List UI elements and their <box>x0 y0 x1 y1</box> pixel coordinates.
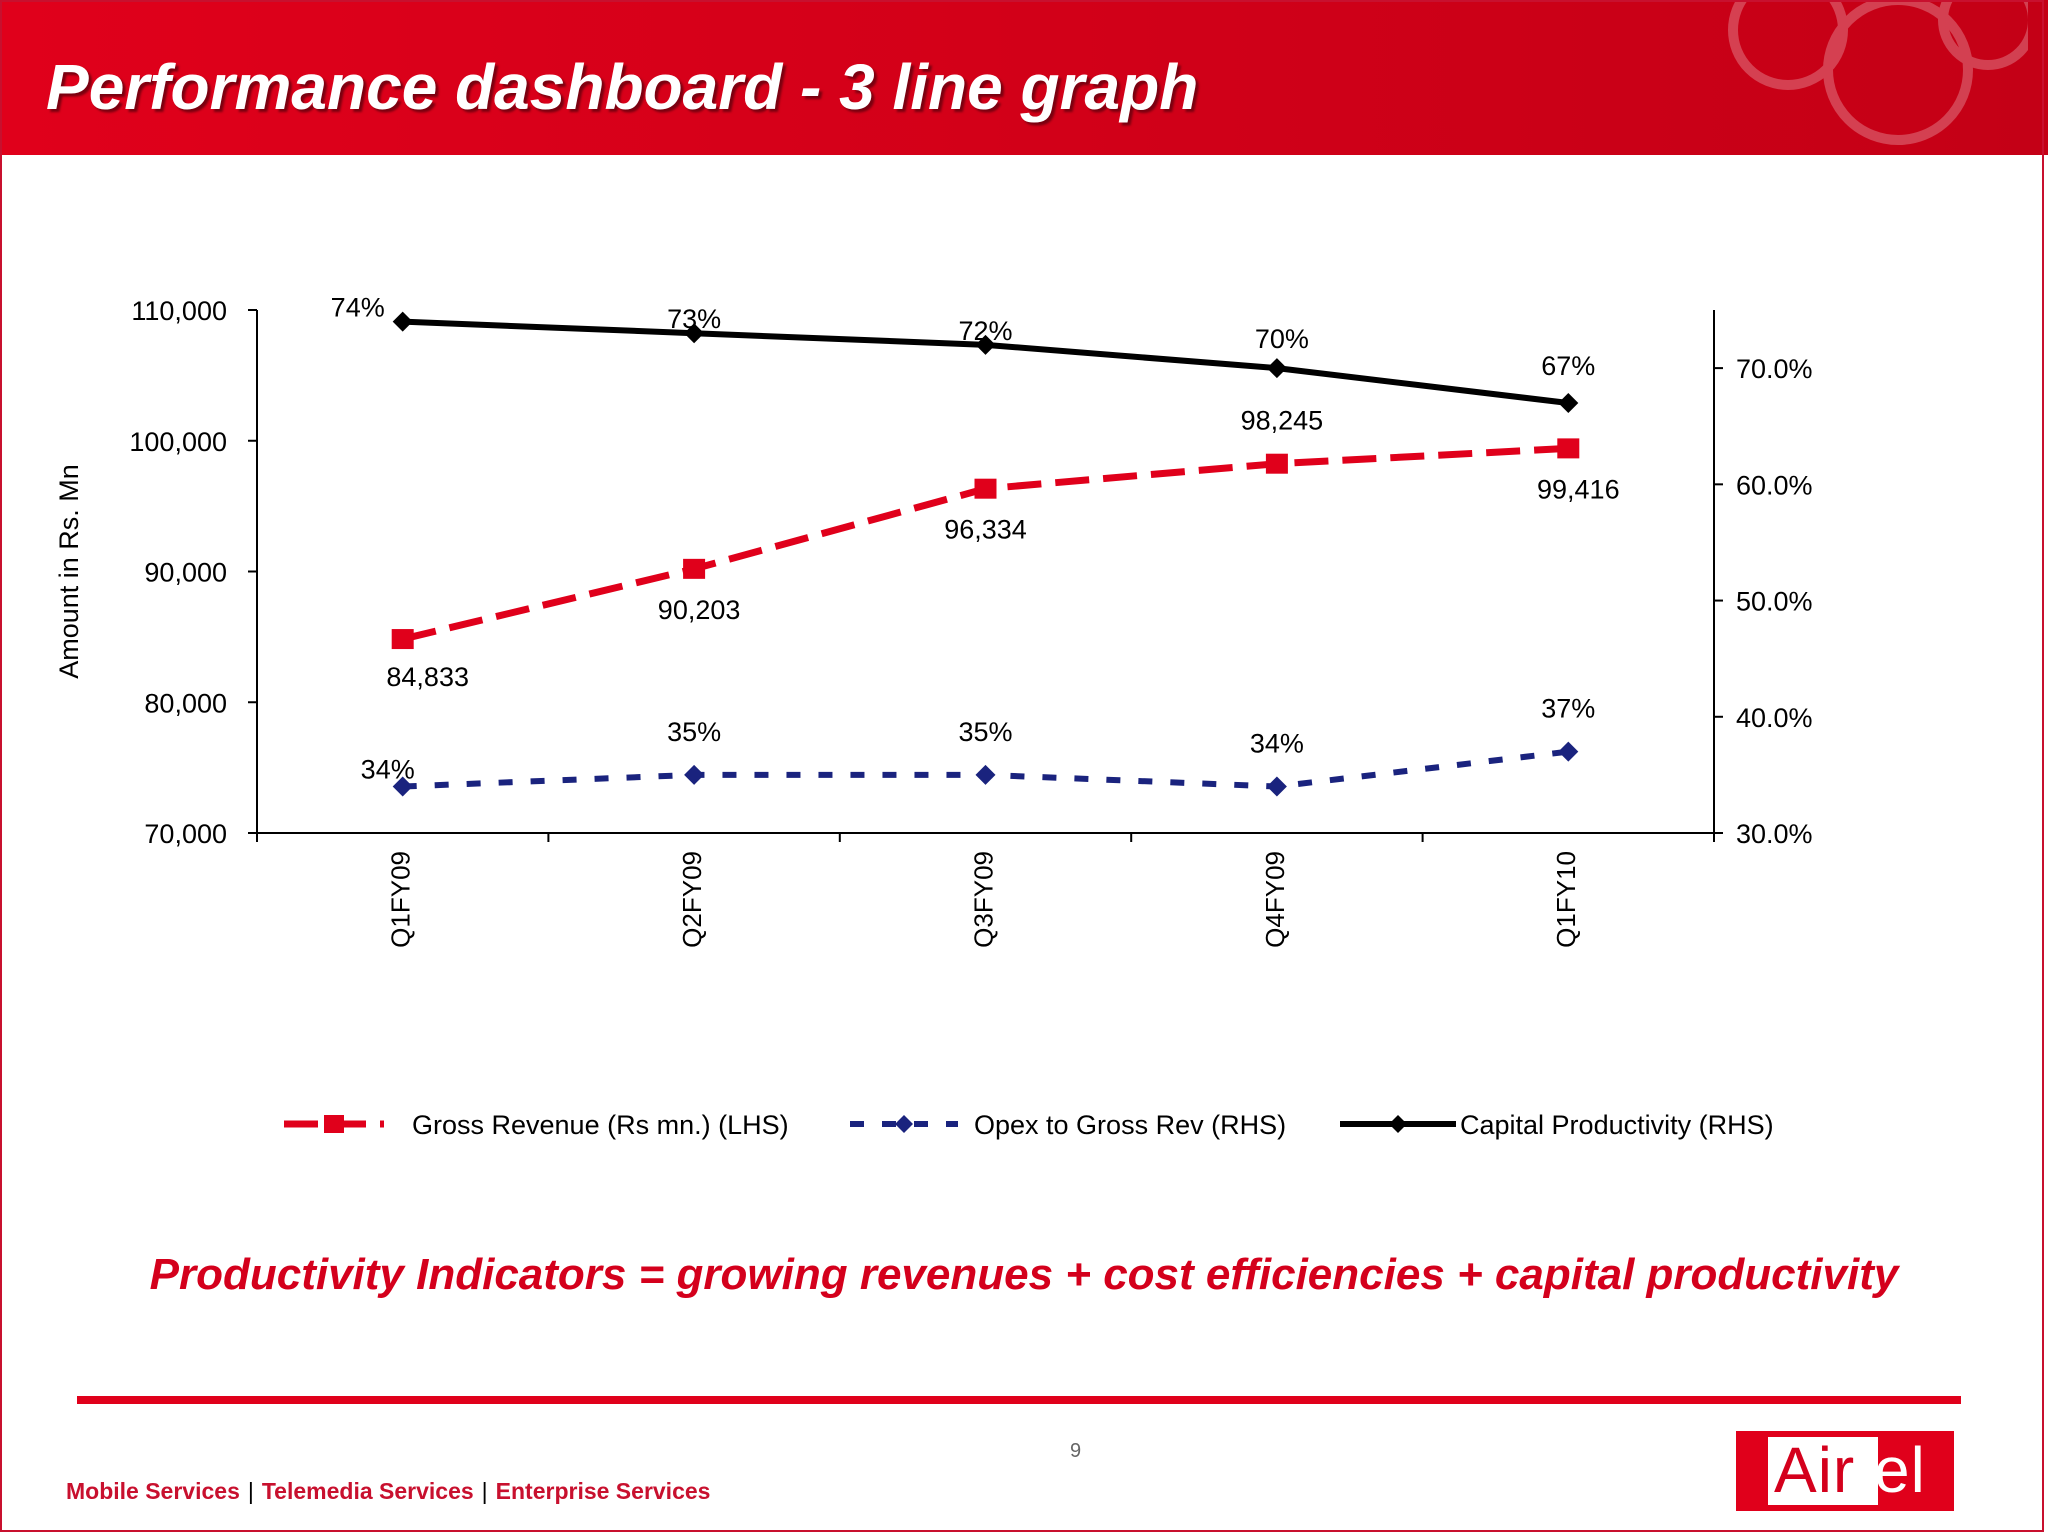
y-left-tick-label: 110,000 <box>131 296 227 326</box>
data-label: 98,245 <box>1241 406 1324 436</box>
data-point-marker <box>684 764 705 785</box>
footer-divider <box>77 1396 1961 1404</box>
footer-separator: | <box>247 1478 254 1504</box>
y-axis-title: Amount in Rs. Mn <box>54 464 84 679</box>
x-tick-label: Q1FY10 <box>1551 851 1581 948</box>
data-label: 72% <box>958 316 1012 346</box>
y-right-tick-label: 30.0% <box>1736 819 1813 849</box>
data-point-marker <box>1265 453 1288 474</box>
data-point-marker <box>1266 358 1287 379</box>
page-title: Performance dashboard - 3 line graph <box>46 51 1199 123</box>
data-point-marker <box>974 478 997 499</box>
legend-label: Opex to Gross Rev (RHS) <box>974 1110 1286 1140</box>
logo-panel <box>1768 1437 1878 1505</box>
logo-wordmark: Airtel <box>1774 1434 1926 1506</box>
legend-label: Gross Revenue (Rs mn.) (LHS) <box>412 1110 789 1140</box>
footer-link-enterprise-services[interactable]: Enterprise Services <box>495 1478 711 1504</box>
data-label: 84,833 <box>386 662 469 692</box>
data-point-marker <box>683 558 706 579</box>
data-point-marker <box>975 764 996 785</box>
data-label: 35% <box>958 717 1012 747</box>
data-point-marker <box>1557 438 1580 459</box>
legend-marker <box>895 1115 913 1133</box>
data-label: 35% <box>667 717 721 747</box>
data-point-marker <box>392 311 413 332</box>
legend-label: Capital Productivity (RHS) <box>1460 1110 1774 1140</box>
data-point-marker <box>1266 776 1287 797</box>
footer-links: Mobile Services | Telemedia Services | Enter… <box>66 1478 710 1505</box>
footer-separator: | <box>481 1478 488 1504</box>
data-label: 90,203 <box>658 595 741 625</box>
data-point-marker <box>1558 392 1579 413</box>
footer-link-telemedia-services[interactable]: Telemedia Services <box>261 1478 474 1504</box>
y-left-tick-label: 80,000 <box>144 688 227 718</box>
decorative-swirl-icon <box>1728 0 2028 145</box>
y-right-tick-label: 50.0% <box>1736 587 1813 617</box>
y-left-tick-label: 90,000 <box>144 558 227 588</box>
data-label: 73% <box>667 304 721 334</box>
tagline: Productivity Indicators = growing revenu… <box>149 1250 1899 1299</box>
data-label: 37% <box>1541 694 1595 724</box>
data-label: 74% <box>331 293 385 323</box>
page-number: 9 <box>1070 1440 1082 1462</box>
y-right-tick-label: 60.0% <box>1736 470 1813 500</box>
line-chart: 70,000 80,000 90,000 100,000 110,000 30.0% 40.… <box>54 293 1813 1140</box>
data-point-marker <box>975 334 996 355</box>
title-banner: Performance dashboard - 3 line graph <box>0 0 2048 155</box>
x-tick-label: Q2FY09 <box>677 851 707 948</box>
legend-marker <box>1389 1115 1407 1133</box>
airtel-logo: Airtel <box>1736 1431 1956 1515</box>
data-point-marker <box>392 776 413 797</box>
y-left-tick-label: 100,000 <box>129 427 227 457</box>
x-tick-label: Q1FY09 <box>386 851 416 948</box>
data-label: 34% <box>361 755 415 785</box>
data-label: 99,416 <box>1537 474 1620 504</box>
data-label: 67% <box>1541 351 1595 381</box>
data-point-marker <box>684 323 705 344</box>
y-right-tick-label: 40.0% <box>1736 703 1813 733</box>
data-label: 34% <box>1250 729 1304 759</box>
x-tick-label: Q3FY09 <box>968 851 998 948</box>
x-tick-label: Q4FY09 <box>1260 851 1290 948</box>
data-label: 96,334 <box>944 515 1027 545</box>
data-point-marker <box>391 629 414 650</box>
data-label: 70% <box>1255 324 1309 354</box>
y-left-tick-label: 70,000 <box>144 819 227 849</box>
legend-marker <box>324 1115 344 1133</box>
footer-link-mobile-services[interactable]: Mobile Services <box>66 1478 240 1504</box>
data-point-marker <box>1558 741 1579 762</box>
y-right-tick-label: 70.0% <box>1736 354 1813 384</box>
